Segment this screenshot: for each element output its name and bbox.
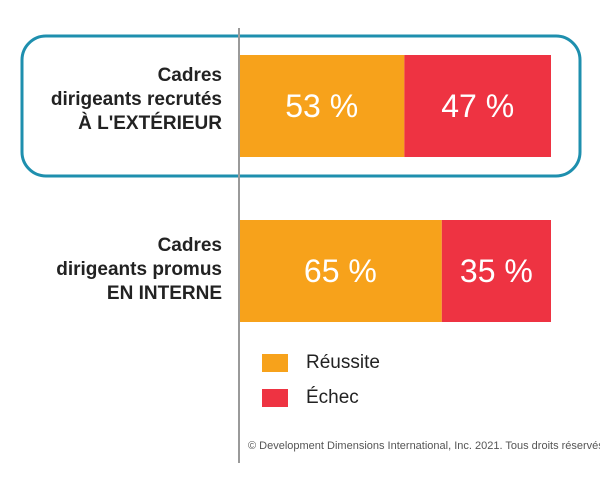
category-label-line: EN INTERNE	[106, 283, 222, 304]
data-label: 53 %	[285, 88, 358, 124]
legend-swatch-success	[262, 354, 288, 372]
legend-swatch-failure	[262, 389, 288, 407]
category-label-line: dirigeants recrutés	[50, 89, 222, 110]
category-label-line: Cadres	[157, 65, 222, 86]
copyright-footnote: © Development Dimensions International, …	[248, 440, 600, 452]
legend-label-success: Réussite	[306, 352, 380, 373]
bar-segment	[441, 220, 551, 322]
legend-item-failure: Échec	[262, 387, 359, 409]
legend-item-success: Réussite	[262, 352, 380, 374]
category-label-external: Cadres dirigeants recrutés À L'EXTÉRIEUR	[12, 64, 222, 136]
data-label: 47 %	[441, 88, 514, 124]
data-label: 65 %	[304, 253, 377, 289]
category-label-internal: Cadres dirigeants promus EN INTERNE	[12, 234, 222, 306]
category-label-line: À L'EXTÉRIEUR	[78, 113, 222, 134]
legend-label-failure: Échec	[306, 387, 359, 408]
category-label-line: dirigeants promus	[56, 259, 222, 280]
bar-segment	[239, 55, 405, 157]
bar-segment	[404, 55, 551, 157]
category-label-line: Cadres	[157, 235, 222, 256]
bar-segment	[239, 220, 442, 322]
data-label: 35 %	[460, 253, 533, 289]
highlight-frame	[20, 34, 582, 178]
